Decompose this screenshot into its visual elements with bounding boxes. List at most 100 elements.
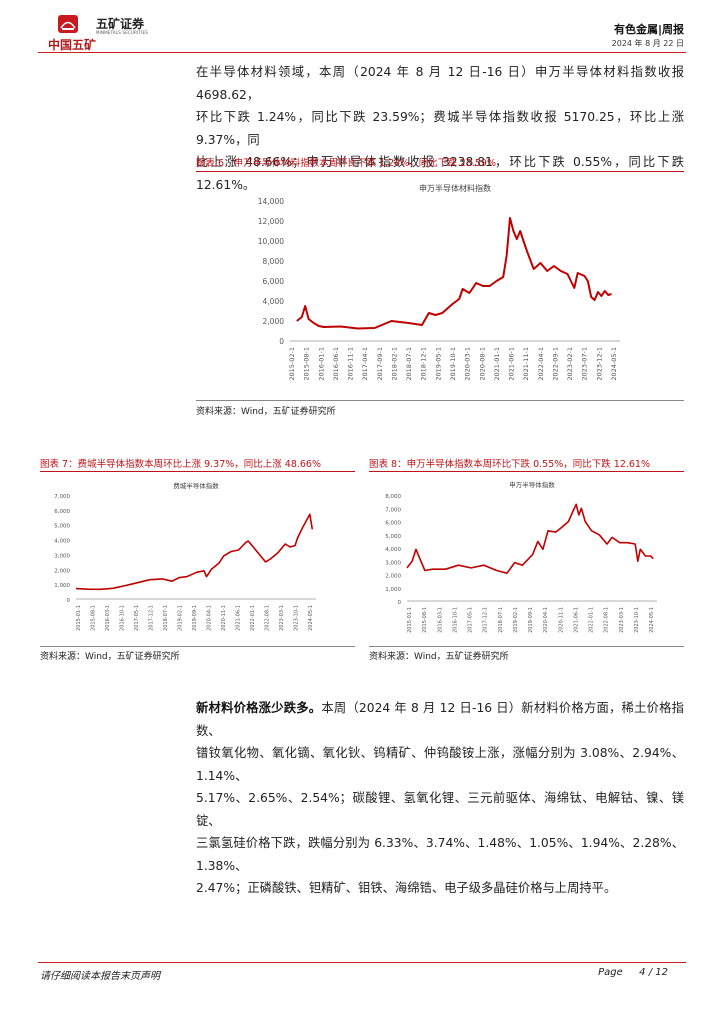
x-tick-label: 2016-11-1: [347, 347, 355, 381]
figure8-chart: 申万半导体指数 0 1,000 2,000 3,000 4,000 5,000 6,000 7,…: [385, 480, 657, 633]
materials-paragraph: 新材料价格涨少跌多。本周（2024 年 8 月 12 日-16 日）新材料价格方…: [196, 697, 684, 900]
y-tick-label: 8,000: [263, 257, 285, 266]
x-tick-label: 2022-08-1: [604, 607, 610, 633]
x-tick-label: 2019-09-1: [528, 607, 534, 633]
chart-title: 申万半导体指数: [509, 480, 555, 489]
figure6-source: 资料来源：Wind，五矿证券研究所: [196, 407, 336, 417]
x-tick-label: 2023-10-1: [634, 607, 640, 633]
x-tick-label: 2018-07-1: [163, 605, 169, 631]
x-tick-label: 2020-08-1: [478, 347, 486, 381]
y-tick-label: 12,000: [258, 217, 284, 226]
x-tick-label: 2021-06-1: [508, 347, 516, 381]
x-tick-label: 2020-11-1: [558, 607, 564, 633]
series-line: [75, 513, 314, 591]
y-tick-label: 6,000: [385, 521, 401, 527]
y-tick-label: 4,000: [54, 539, 70, 545]
x-tick-label: 2024-05-1: [610, 347, 618, 381]
x-tick-label: 2024-05-1: [308, 605, 314, 631]
footer-page: Page 4 / 12: [598, 967, 668, 978]
x-tick-label: 2016-06-1: [332, 347, 340, 381]
y-tick-label: 5,000: [385, 534, 401, 540]
figure7-source-rule: [40, 646, 355, 647]
x-tick-label: 2019-02-1: [513, 607, 519, 633]
x-tick-label: 2023-12-1: [595, 347, 603, 381]
series-line: [406, 503, 654, 574]
figure7-source: 资料来源：Wind，五矿证券研究所: [40, 652, 180, 662]
x-tick-label: 2016-10-1: [452, 607, 458, 633]
figure7-chart: 费城半导体指数 0 1,000 2,000 3,000 4,000 5,000 6,000 7,…: [54, 481, 316, 631]
x-tick-label: 2017-12-1: [149, 605, 155, 631]
y-tick-label: 1,000: [54, 583, 70, 589]
x-tick-label: 2017-05-1: [134, 605, 140, 631]
x-tick-label: 2018-07-1: [498, 607, 504, 633]
x-tick-label: 2022-09-1: [551, 347, 559, 381]
logo-english-text: MINMETALS SECURITIES: [96, 30, 148, 35]
x-tick-label: 2021-01-1: [493, 347, 501, 381]
x-tick-label: 2016-10-1: [120, 605, 126, 631]
logo-emblem-icon: [58, 15, 78, 33]
x-tick-label: 2016-01-1: [317, 347, 325, 381]
y-tick-label: 4,000: [263, 297, 285, 306]
x-tick-label: 2015-01-1: [407, 607, 413, 633]
x-tick-label: 2019-10-1: [449, 347, 457, 381]
y-tick-label: 8,000: [385, 494, 401, 500]
y-tick-label: 2,000: [54, 568, 70, 574]
x-tick-label: 2016-03-1: [437, 607, 443, 633]
series-line: [296, 217, 612, 330]
header-divider: [38, 52, 686, 53]
footer-disclaimer: 请仔细阅读本报告末页声明: [40, 971, 160, 982]
figure6-caption-rule: [196, 171, 684, 172]
x-tick-label: 2015-01-1: [76, 605, 82, 631]
x-tick-label: 2017-09-1: [376, 347, 384, 381]
y-tick-label: 3,000: [54, 553, 70, 559]
materials-line: 镨钕氧化物、氧化镝、氧化钬、钨精矿、仲钨酸铵上涨，涨幅分别为 3.08%、2.9…: [196, 746, 684, 783]
x-tick-label: 2019-02-1: [178, 605, 184, 631]
x-tick-label: 2020-04-1: [543, 607, 549, 633]
x-tick-label: 2022-01-1: [589, 607, 595, 633]
intro-paragraph: 在半导体材料领域，本周（2024 年 8 月 12 日-16 日）申万半导体材料…: [196, 61, 684, 196]
x-tick-label: 2019-09-1: [192, 605, 198, 631]
y-tick-label: 0: [67, 598, 71, 604]
x-tick-label: 2018-02-1: [390, 347, 398, 381]
intro-line: 比上涨 48.66%；申万半导体指数收报 3238.81，环比下跌 0.55%，…: [196, 155, 684, 192]
logo-brand-text: 五矿证券: [96, 17, 145, 31]
intro-line: 在半导体材料领域，本周（2024 年 8 月 12 日-16 日）申万半导体材料…: [196, 65, 684, 102]
page-number: 4 / 12: [639, 967, 668, 978]
y-tick-label: 0: [398, 600, 402, 606]
x-tick-label: 2024-05-1: [649, 607, 655, 633]
y-tick-label: 14,000: [258, 197, 284, 206]
y-tick-label: 6,000: [263, 277, 285, 286]
y-tick-label: 4,000: [385, 547, 401, 553]
x-tick-label: 2022-01-1: [250, 605, 256, 631]
company-logo: 五矿证券 MINMETALS SECURITIES 中国五矿: [40, 14, 150, 52]
y-tick-label: 2,000: [385, 574, 401, 580]
x-tick-label: 2020-03-1: [464, 347, 472, 381]
y-tick-label: 10,000: [258, 237, 284, 246]
x-tick-label: 2018-12-1: [420, 347, 428, 381]
x-tick-label: 2015-08-1: [91, 605, 97, 631]
chart-title: 申万半导体材料指数: [419, 183, 491, 193]
x-tick-label: 2017-04-1: [361, 347, 369, 381]
materials-line: 本周（2024 年 8 月 12 日-16 日）新材料价格方面，稀土价格指数、: [196, 701, 684, 738]
figure8-caption-rule: [369, 471, 684, 472]
y-tick-label: 3,000: [385, 560, 401, 566]
x-tick-label: 2020-04-1: [207, 605, 213, 631]
intro-line: 环比下跌 1.24%，同比下跌 23.59%；费城半导体指数收报 5170.25…: [196, 110, 684, 147]
figure6-caption: 图表 6：申万半导体材料指数本周环比下跌 1.24%，同比下跌 23.59%: [196, 158, 497, 169]
figure6-source-rule: [196, 400, 684, 401]
x-tick-label: 2023-02-1: [566, 347, 574, 381]
x-tick-label: 2022-08-1: [265, 605, 271, 631]
chart-title: 费城半导体指数: [173, 481, 219, 490]
y-tick-label: 7,000: [385, 507, 401, 513]
x-tick-label: 2017-05-1: [468, 607, 474, 633]
page-label: Page: [598, 967, 623, 978]
x-tick-label: 2020-11-1: [221, 605, 227, 631]
y-tick-label: 2,000: [263, 317, 285, 326]
figure6-chart: 申万半导体材料指数 0 2,000 4,000 6,000 8,000 10,000 12,0…: [258, 183, 620, 381]
materials-line: 2.47%；正磷酸铁、钽精矿、钼铁、海绵锆、电子级多晶硅价格与上周持平。: [196, 881, 617, 895]
y-tick-label: 0: [279, 337, 284, 346]
y-tick-label: 6,000: [54, 509, 70, 515]
figure7-caption-rule: [40, 471, 355, 472]
x-tick-label: 2021-11-1: [522, 347, 530, 381]
y-tick-label: 5,000: [54, 524, 70, 530]
